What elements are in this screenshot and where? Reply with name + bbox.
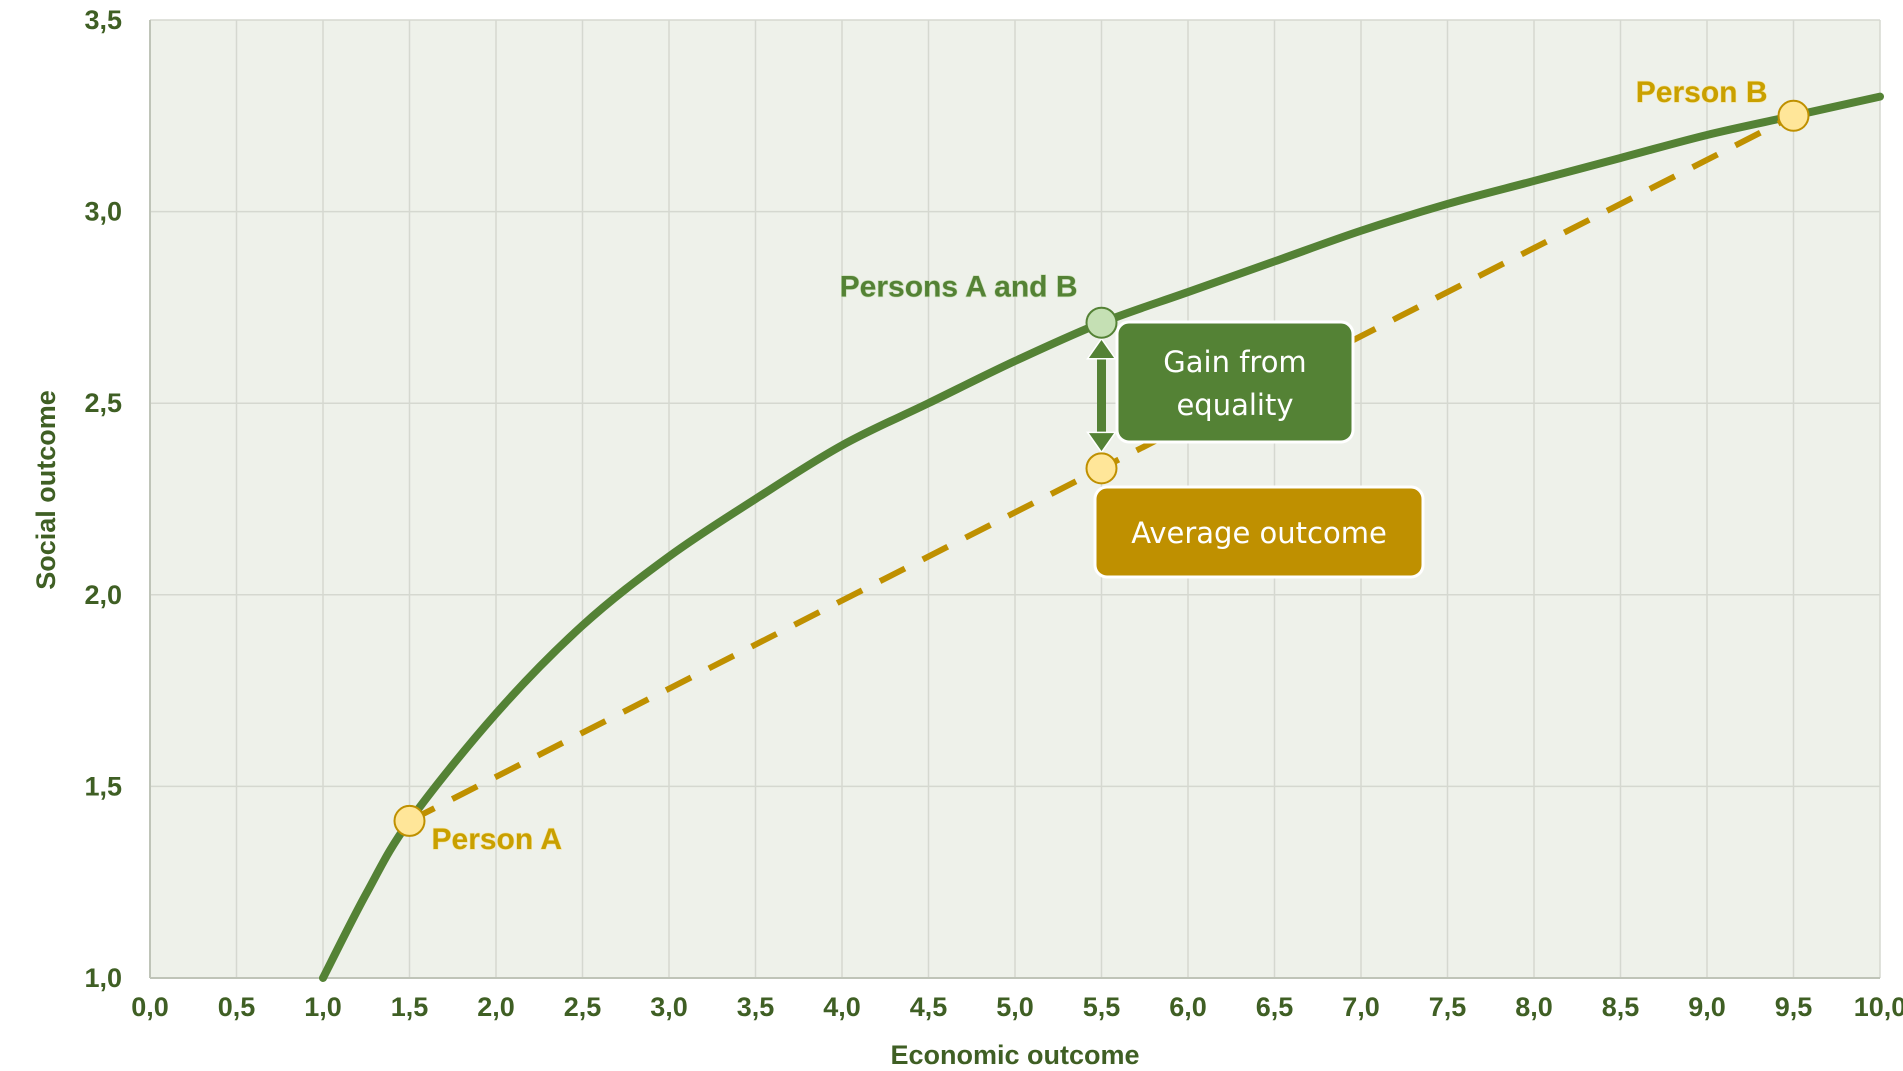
x-tick-label: 7,0 (1342, 992, 1380, 1022)
y-axis-title: Social outcome (31, 390, 61, 590)
x-tick-label: 5,5 (1083, 992, 1121, 1022)
gain-from-equality-box: Gain from equality (1115, 320, 1355, 444)
x-tick-label: 2,5 (564, 992, 602, 1022)
person-b-label: Person B (1636, 76, 1768, 109)
average-point (1085, 452, 1118, 485)
x-tick-label: 9,5 (1775, 992, 1813, 1022)
x-tick-label: 9,0 (1688, 992, 1726, 1022)
x-tick-label: 0,0 (131, 992, 169, 1022)
x-tick-label: 0,5 (218, 992, 256, 1022)
x-tick-label: 6,0 (1169, 992, 1207, 1022)
y-tick-label: 2,5 (84, 388, 122, 418)
x-tick-label: 10,0 (1854, 992, 1903, 1022)
x-tick-label: 4,0 (823, 992, 861, 1022)
person-b-point (1777, 99, 1810, 132)
x-tick-label: 3,0 (650, 992, 688, 1022)
x-tick-label: 8,5 (1602, 992, 1640, 1022)
average-outcome-label: Average outcome (1131, 516, 1387, 550)
y-tick-label: 3,5 (84, 5, 122, 35)
gain-box-line-2: equality (1176, 388, 1293, 422)
average-outcome-box: Average outcome (1093, 485, 1425, 579)
grid (149, 19, 1881, 979)
y-tick-label: 3,0 (84, 197, 122, 227)
gain-arrow-head-up (1086, 337, 1117, 360)
y-tick-label: 2,0 (84, 580, 122, 610)
curve-series-line (319, 92, 1884, 982)
gain-box-line-1: Gain from (1163, 345, 1306, 379)
persons-ab-point (1085, 306, 1118, 339)
point-labels-layer: Person A Person B Persons A and B (431, 75, 1768, 856)
y-tick-label: 1,5 (84, 771, 122, 801)
x-tick-label: 5,0 (996, 992, 1034, 1022)
person-a-label: Person A (432, 823, 563, 856)
x-axis-ticks: 0,0 0,5 1,0 1,5 2,0 2,5 3,0 3,5 4,0 4,5 5,0 5,5 6,0 6… (131, 992, 1903, 1022)
x-tick-label: 7,5 (1429, 992, 1467, 1022)
gain-arrow (1086, 337, 1117, 454)
x-tick-label: 6,5 (1256, 992, 1294, 1022)
y-axis-ticks: 1,0 1,5 2,0 2,5 3,0 3,5 (84, 5, 122, 993)
x-tick-label: 1,5 (391, 992, 429, 1022)
x-tick-label: 8,0 (1515, 992, 1553, 1022)
x-axis-title: Economic outcome (890, 1040, 1139, 1070)
points-layer (393, 99, 1810, 837)
x-tick-label: 3,5 (737, 992, 775, 1022)
x-tick-label: 1,0 (304, 992, 342, 1022)
x-tick-label: 4,5 (910, 992, 948, 1022)
gain-arrow-head-down (1086, 431, 1117, 454)
x-tick-label: 2,0 (477, 992, 515, 1022)
person-a-point (393, 804, 426, 837)
persons-ab-label: Persons A and B (840, 271, 1078, 304)
y-tick-label: 1,0 (84, 963, 122, 993)
